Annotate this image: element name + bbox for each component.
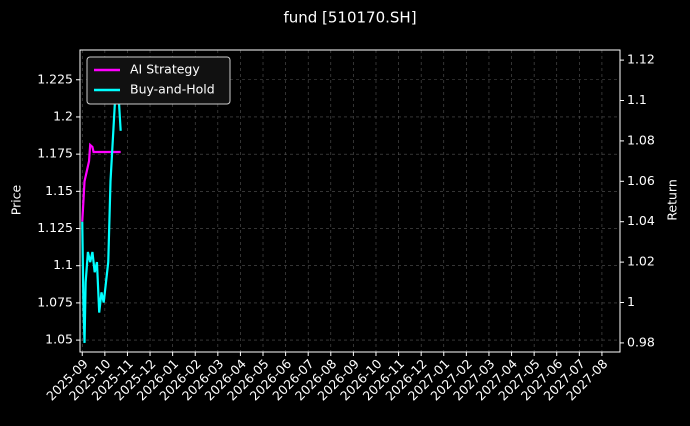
- plot-frame: [79, 49, 621, 353]
- y2-tick-label: 1.08: [627, 132, 655, 147]
- legend: AI Strategy Buy-and-Hold: [86, 56, 231, 105]
- chart-title: fund [510170.SH]: [283, 9, 416, 27]
- y2-tick-label: 1.1: [627, 92, 647, 107]
- y-axis-label: Price: [9, 184, 24, 215]
- legend-label: Buy-and-Hold: [130, 82, 215, 97]
- series-line: [81, 80, 122, 343]
- y2-tick-label: 0.98: [627, 334, 655, 349]
- y-tick-label: 1.15: [45, 183, 73, 198]
- y-tick-label: 1.05: [45, 332, 73, 347]
- series-line: [81, 142, 121, 222]
- y2-tick-label: 1.02: [627, 254, 655, 269]
- y2-tick-label: 1: [627, 294, 635, 309]
- y2-tick-label: 1.12: [627, 52, 655, 67]
- y-tick-label: 1.175: [37, 146, 73, 161]
- y2-tick-label: 1.04: [627, 213, 655, 228]
- y-tick-label: 1.1: [53, 257, 73, 272]
- y2-axis-label: Return: [665, 179, 680, 220]
- y2-tick-label: 1.06: [627, 173, 655, 188]
- y-tick-label: 1.225: [37, 71, 73, 86]
- y-tick-label: 1.125: [37, 220, 73, 235]
- y-tick-label: 1.075: [37, 294, 73, 309]
- y-tick-label: 1.2: [53, 108, 73, 123]
- legend-box: [86, 56, 231, 105]
- legend-label: AI Strategy: [130, 62, 200, 77]
